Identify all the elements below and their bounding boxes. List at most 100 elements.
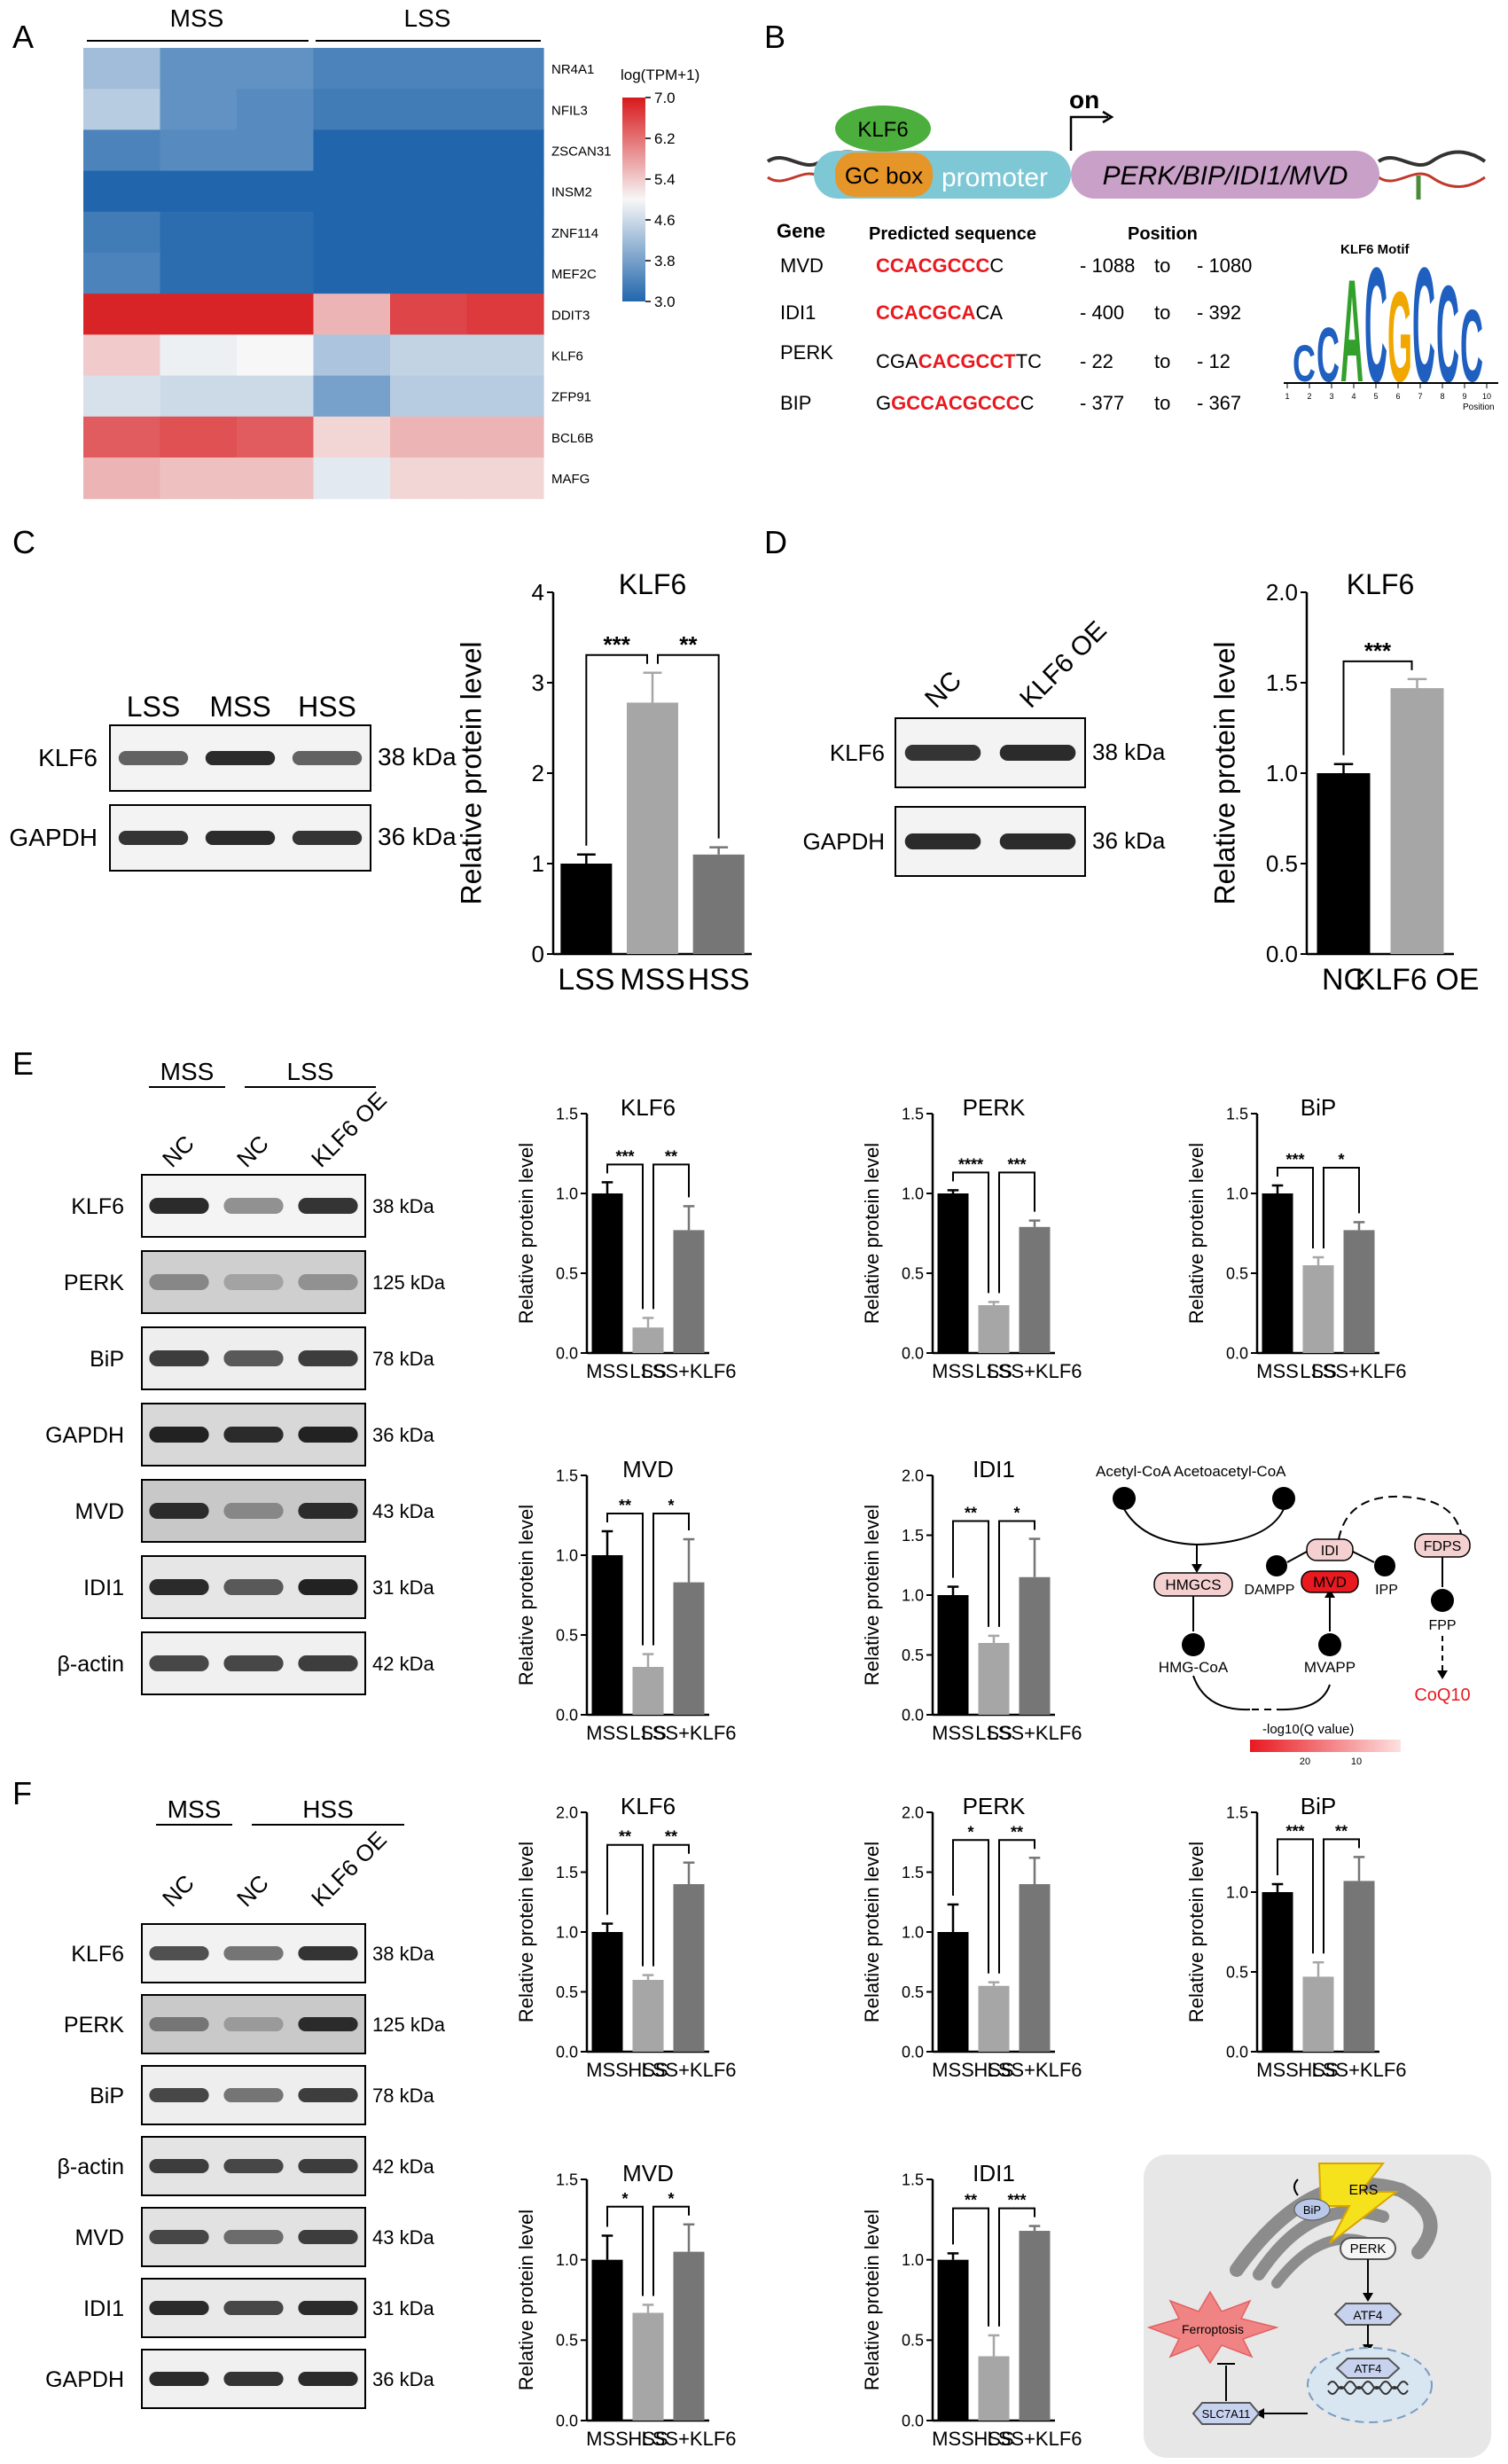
slc7a11-label: SLC7A11 [1202, 2407, 1251, 2421]
x-tick-label: KLF6 OE [1356, 963, 1480, 997]
x-tick-label: MSS [586, 2059, 629, 2081]
blot-band [298, 1427, 358, 1443]
significance-stars: ** [965, 1505, 977, 1522]
blot-kda-label: 36 kDa [378, 823, 457, 850]
y-tick-label: 1.5 [556, 1105, 578, 1122]
qvalue-tick-10: 10 [1351, 1756, 1362, 1767]
blot-band [223, 1350, 284, 1366]
heatmap-cell [83, 293, 161, 335]
y-tick-label: 0.5 [556, 1626, 578, 1644]
significance-bracket [1323, 1838, 1360, 1954]
blot-band [223, 2230, 284, 2244]
significance-stars: **** [958, 1155, 983, 1173]
y-tick-label: 0.0 [1226, 1344, 1248, 1362]
heatmap-cell [313, 170, 391, 213]
perk-label: PERK [1350, 2241, 1387, 2257]
predicted-sequence: CCACGCCCC [876, 254, 1004, 277]
blot-lane-label: KLF6 OE [306, 1086, 392, 1172]
bar [591, 2259, 623, 2421]
heatmap-cell [237, 89, 315, 130]
blot-kda-label: 78 kDa [372, 1348, 434, 1370]
bip-label: BiP [1303, 2203, 1321, 2217]
pathway-acetyl-label: Acetyl-CoA Acetoacetyl-CoA [1096, 1463, 1286, 1480]
significance-stars: *** [1007, 1155, 1026, 1173]
y-tick-label: 1.0 [902, 1586, 924, 1604]
motif-axis-tick-label: 4 [1351, 392, 1356, 401]
blot-band [298, 1350, 358, 1366]
significance-bracket [1277, 1167, 1314, 1248]
y-tick-label: 0.5 [1226, 1963, 1248, 1981]
heatmap-cell [390, 416, 468, 458]
heatmap-gene-label: MEF2C [551, 267, 597, 282]
heatmap-cell [313, 334, 391, 377]
y-tick-label: 0 [532, 941, 544, 967]
blot-band [149, 1579, 209, 1595]
bar [632, 2312, 664, 2421]
atf4-cytoplasm-box [1333, 2303, 1403, 2326]
y-tick-label: 0.0 [556, 1706, 578, 1724]
blot-row-label: IDI1 [83, 1576, 124, 1600]
x-tick-label: LSS [629, 1360, 667, 1382]
blot-band [205, 831, 276, 845]
y-tick-label: 1.0 [902, 1185, 924, 1202]
bar [591, 1932, 623, 2052]
significance-bracket [606, 2205, 644, 2296]
y-tick-label: 1.0 [556, 1546, 578, 1564]
x-tick-label: LSS+KLF6 [987, 1722, 1082, 1744]
position-end: - 367 [1197, 392, 1241, 414]
blot-band [999, 745, 1076, 761]
blot-band [298, 2017, 358, 2031]
blot-row-label: BiP [90, 2084, 124, 2108]
blot-band [223, 2088, 284, 2102]
heatmap-legend-title: log(TPM+1) [621, 66, 699, 83]
blot-band [149, 1274, 209, 1290]
blot-band [149, 1946, 209, 1960]
heatmap-legend-tick-label: 3.0 [654, 293, 676, 310]
heatmap-cell [83, 458, 161, 499]
motif-letter: G [1387, 266, 1412, 410]
motif-letter: C [1317, 313, 1340, 399]
x-tick-label: HSS [973, 2059, 1013, 2081]
y-tick-label: 1.5 [556, 2171, 578, 2188]
heatmap-cell [160, 129, 238, 172]
x-tick-label: MSS [1256, 1360, 1299, 1382]
position-end: - 12 [1197, 350, 1231, 372]
significance-stars: * [668, 2190, 674, 2208]
blot-band [298, 2159, 358, 2173]
fpp-node [1431, 1589, 1454, 1612]
x-tick-label: LSS+KLF6 [987, 1360, 1082, 1382]
heatmap-cell [390, 253, 468, 294]
y-tick-label: 0.5 [902, 1647, 924, 1664]
blot-band [223, 2301, 284, 2315]
motif-axis-tick-label: 7 [1418, 392, 1422, 401]
promoter-label: promoter [942, 163, 1048, 192]
atf4-nuclear-label: ATF4 [1355, 2362, 1382, 2375]
heatmap-cell [313, 89, 391, 130]
acetoacetyl-coa-node [1272, 1487, 1295, 1510]
motif-axis-tick-label: 9 [1462, 392, 1466, 401]
x-tick-label: MSS [620, 963, 685, 997]
position-to: to [1154, 392, 1170, 414]
significance-stars: ** [1335, 1822, 1348, 1840]
y-tick-label: 1.5 [1266, 669, 1298, 696]
gene-box [1071, 151, 1379, 199]
bar [1019, 1576, 1051, 1715]
blot-lane-label: NC [157, 1869, 199, 1912]
panel-label-d: D [764, 524, 787, 560]
y-axis-label: Relative protein level [1185, 1143, 1207, 1324]
blot-row-label: KLF6 [830, 739, 885, 766]
dampp-node [1266, 1555, 1287, 1576]
heatmap-cell [237, 416, 315, 458]
motif-letter: C [1412, 235, 1435, 417]
bar [692, 854, 745, 954]
y-tick-label: 0.5 [556, 1264, 578, 1282]
significance-bracket [952, 1839, 989, 1974]
y-tick-label: 1.5 [1226, 1105, 1248, 1122]
blot-band [118, 831, 189, 845]
motif-axis-tick-label: 3 [1329, 392, 1333, 401]
ferroptosis-burst-icon [1146, 2290, 1279, 2365]
heatmap-group-lss: LSS [404, 4, 451, 32]
y-axis-label: Relative protein level [861, 2210, 883, 2390]
significance-bracket [1323, 1167, 1360, 1248]
